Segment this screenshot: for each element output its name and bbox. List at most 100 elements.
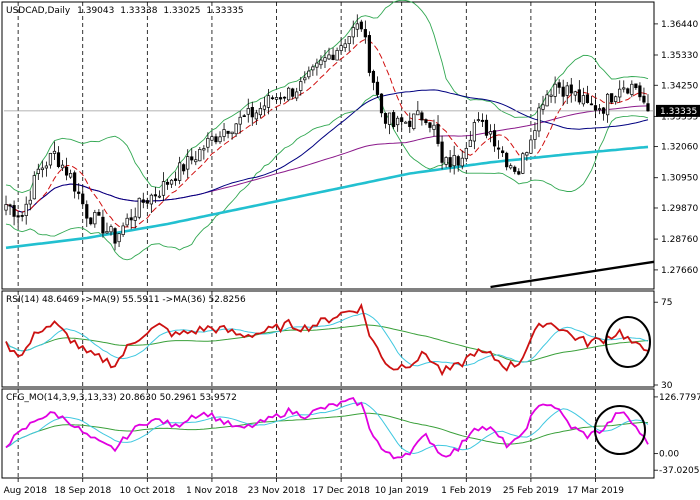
candle-body xyxy=(182,164,186,172)
candle-body xyxy=(492,130,497,147)
oscillator-line xyxy=(5,396,649,460)
price-y-ticks: 1.36440 1.35330 1.34250 1.33335 1.32060 1.309… xyxy=(654,20,700,276)
oscillator-tick-label: 126.7797 xyxy=(659,393,700,403)
candle-body xyxy=(630,83,634,95)
candle-body xyxy=(642,95,646,103)
candle-body xyxy=(202,148,206,151)
price-tick-label: 1.36440 xyxy=(661,20,698,30)
oscillator-tick-label: 0.00 xyxy=(659,450,679,460)
candle-body xyxy=(444,157,448,165)
price-series xyxy=(4,0,655,289)
candle-body xyxy=(254,112,258,120)
candle-body xyxy=(64,166,69,176)
candle-body xyxy=(165,181,170,185)
candle-body xyxy=(93,212,97,225)
x-axis-ticks: 27 Aug 2018 18 Sep 2018 10 Oct 2018 1 Nov 2… xyxy=(0,478,624,496)
price-title: USDCAD,Daily 1.39043 1.33338 1.33025 1.3… xyxy=(6,6,244,16)
candle-body xyxy=(69,173,73,178)
candle-body xyxy=(81,193,85,205)
candle-body xyxy=(601,107,606,114)
candle-body xyxy=(565,85,569,96)
candle-body xyxy=(157,195,162,198)
oscillator-highlight-circle xyxy=(594,405,646,455)
candle-body xyxy=(8,204,12,207)
x-tick-label: 10 Oct 2018 xyxy=(120,486,176,496)
candle-body xyxy=(597,108,602,110)
oscillator-series xyxy=(5,396,649,460)
candle-body xyxy=(549,94,553,97)
price-tick-label: 1.29870 xyxy=(661,204,698,214)
candle-body xyxy=(529,139,533,154)
candle-body xyxy=(262,105,267,110)
candle-body xyxy=(52,150,57,154)
x-tick-label: 1 Nov 2018 xyxy=(186,486,238,496)
candle-body xyxy=(206,137,210,148)
candle-body xyxy=(319,59,323,66)
candle-body xyxy=(28,199,32,205)
candle-body xyxy=(351,27,355,38)
candle-body xyxy=(44,165,48,169)
candle-body xyxy=(626,88,630,94)
candle-body xyxy=(258,108,262,116)
candle-body xyxy=(606,93,610,116)
x-tick-label: 25 Feb 2019 xyxy=(503,486,559,496)
candle-body xyxy=(412,113,416,130)
candle-body xyxy=(133,216,137,221)
candle-body xyxy=(553,83,557,97)
candle-body xyxy=(521,153,525,174)
candle-body xyxy=(278,97,283,100)
candle-body xyxy=(214,136,218,143)
candle-body xyxy=(452,155,456,167)
candle-body xyxy=(173,178,178,181)
candle-body xyxy=(117,233,121,243)
candle-body xyxy=(488,131,493,135)
candle-body xyxy=(622,87,626,90)
candle-body xyxy=(501,150,505,154)
price-tick-label: 1.27660 xyxy=(661,266,698,276)
rsi-tick-label: 75 xyxy=(661,298,672,308)
price-tick-label: 1.35330 xyxy=(661,51,698,61)
candle-body xyxy=(460,157,464,167)
candle-body xyxy=(496,147,501,150)
candle-body xyxy=(400,117,404,122)
candle-body xyxy=(404,121,408,124)
candle-body xyxy=(303,77,307,81)
oscillator-title: CFG_MO(14,3,9,3,13,33) 20.8630 50.2961 5… xyxy=(6,393,237,403)
oscillator-signal-slow xyxy=(5,412,649,448)
oscillator-tick-label: -37.0205 xyxy=(659,466,699,476)
rsi-y-ticks: 75 30 xyxy=(654,298,673,391)
rsi-series xyxy=(5,302,649,377)
oscillator-panel: 126.7797 0.00 -37.0205 CFG_MO(14,3,9,3,13,… xyxy=(1,388,700,479)
candle-body xyxy=(343,43,347,48)
candle-body xyxy=(218,136,222,143)
candle-body xyxy=(472,122,476,142)
candle-body xyxy=(416,110,420,116)
candle-body xyxy=(270,97,275,100)
candle-body xyxy=(137,197,141,218)
price-tick-label: 1.33335 xyxy=(661,112,698,122)
candle-body xyxy=(375,81,380,95)
price-panel-frame xyxy=(1,1,655,290)
candle-body xyxy=(40,167,44,171)
price-tick-label: 1.34250 xyxy=(661,81,698,91)
candle-body xyxy=(484,119,489,136)
x-tick-label: 17 Dec 2018 xyxy=(312,486,370,496)
candle-body xyxy=(367,35,371,73)
candle-body xyxy=(525,152,529,156)
candle-body xyxy=(85,204,89,219)
candle-body xyxy=(589,103,594,106)
candle-body xyxy=(331,54,335,60)
sma-long-line xyxy=(5,145,649,250)
candle-body xyxy=(60,164,65,169)
candle-body xyxy=(20,215,24,217)
candle-body xyxy=(141,199,145,203)
candle-body xyxy=(113,228,117,244)
candle-body xyxy=(4,204,8,211)
candle-body xyxy=(428,122,432,128)
candle-body xyxy=(222,129,226,137)
x-tick-label: 17 Mar 2019 xyxy=(567,486,624,496)
candle-body xyxy=(593,105,598,111)
candle-body xyxy=(610,93,614,103)
ma-mid-line xyxy=(5,89,649,213)
